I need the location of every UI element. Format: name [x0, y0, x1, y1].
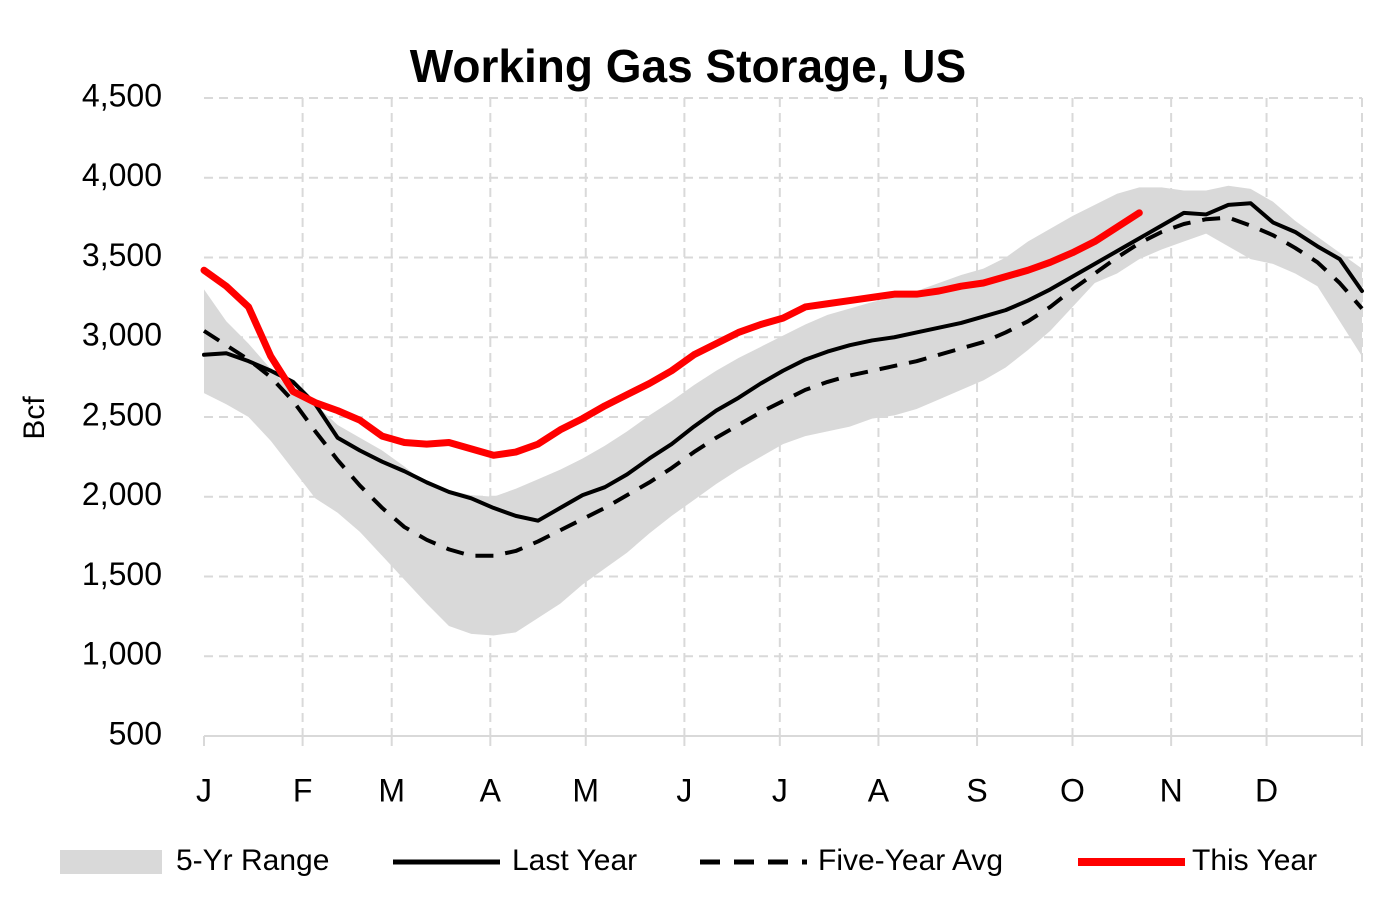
x-tick-label: F [293, 772, 313, 808]
x-tick-label: A [480, 772, 502, 808]
legend-swatch [60, 850, 162, 874]
y-tick-label: 1,500 [82, 556, 162, 592]
axes: 500 1,000 1,500 2,000 2,500 3,000 3,500 4,000 4,… [82, 77, 1363, 808]
x-tick-label: J [772, 772, 788, 808]
x-tick-label: A [868, 772, 890, 808]
y-tick-label: 4,000 [82, 157, 162, 193]
y-tick-label: 4,500 [82, 77, 162, 113]
x-tick-label: O [1060, 772, 1085, 808]
y-tick-label: 3,000 [82, 317, 162, 353]
y-axis-label: Bcf [18, 396, 51, 440]
y-tick-label: 3,500 [82, 237, 162, 273]
x-tick-label: D [1255, 772, 1278, 808]
x-tick-label: N [1160, 772, 1183, 808]
series-line [202, 201, 1364, 523]
plot [200, 185, 1364, 636]
legend-label: This Year [1192, 844, 1317, 877]
y-tick-label: 2,500 [82, 396, 162, 432]
y-tick-label: 2,000 [82, 476, 162, 512]
x-tick-label: M [572, 772, 599, 808]
legend: 5-Yr Range Last Year Five-Year Avg This Yea… [60, 844, 1317, 877]
y-tick-label: 500 [109, 715, 162, 751]
legend-label: Five-Year Avg [818, 844, 1003, 877]
series-line [200, 209, 1143, 459]
range-area [204, 185, 1362, 636]
x-tick-label: M [378, 772, 405, 808]
x-tick-label: S [966, 772, 987, 808]
series-line [202, 215, 1364, 558]
y-tick-label: 1,000 [82, 636, 162, 672]
legend-label: Last Year [512, 844, 637, 877]
x-tick-label: J [676, 772, 692, 808]
chart-title: Working Gas Storage, US [410, 40, 966, 92]
x-tick-label: J [196, 772, 212, 808]
legend-label: 5-Yr Range [176, 844, 329, 877]
